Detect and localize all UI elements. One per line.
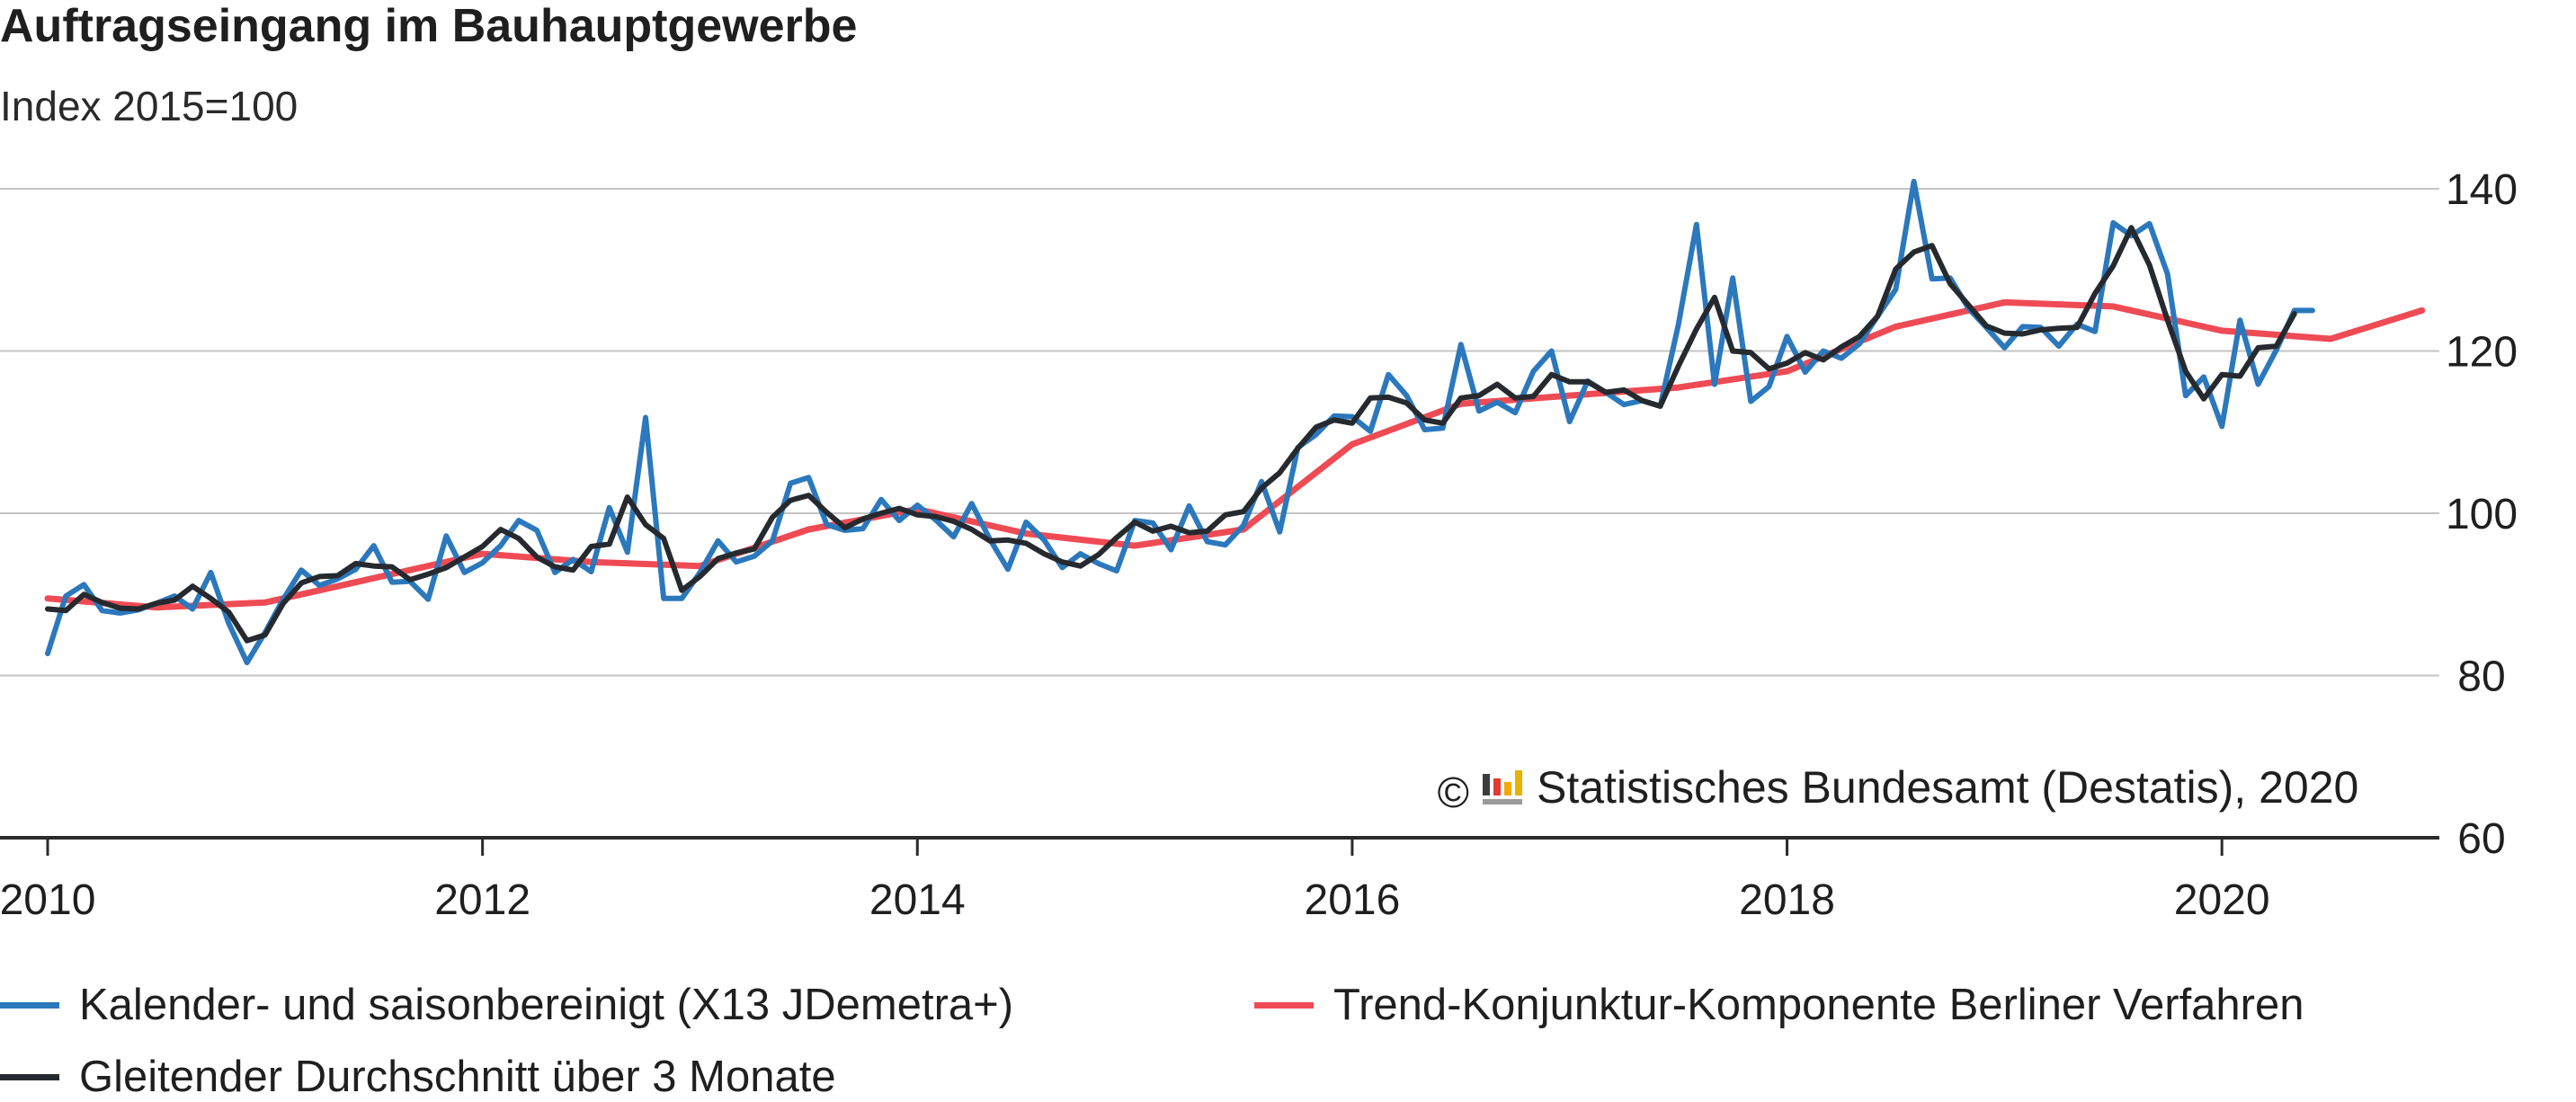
series-line-kalender-saisonbereinigt [45,178,2315,666]
y-axis-tick-labels: 60 80 100 120 140 [2446,166,2518,863]
destatis-logo-icon [1483,770,1522,804]
y-tick-label: 100 [2446,491,2518,538]
x-tick-label: 2010 [0,876,95,924]
legend-swatch [1254,1001,1314,1009]
series-line-gleitender-durchschnitt [45,225,2297,644]
chart-title: Auftragseingang im Bauhauptgewerbe [0,0,858,52]
x-tick-label: 2014 [869,876,966,924]
x-tick-label: 2018 [1739,876,1835,924]
x-axis: 2010 2012 2014 2016 2018 2020 [0,836,2439,924]
legend-label: Gleitender Durchschnitt über 3 Monate [79,1053,836,1101]
chart-legend: Kalender- und saisonbereinigt (X13 JDeme… [0,980,2576,1102]
x-tick-label: 2020 [2174,876,2270,924]
legend-label: Trend-Konjunktur-Komponente Berliner Ver… [1333,981,2304,1029]
x-tick-label: 2012 [434,876,530,924]
line-chart: 60 80 100 120 140 2010 2012 2014 2016 2018 2020 ©… [0,166,2518,924]
legend-label: Kalender- und saisonbereinigt (X13 JDeme… [79,981,1014,1029]
y-tick-label: 80 [2457,653,2505,701]
legend-item-series-2: Trend-Konjunktur-Komponente Berliner Ver… [1254,980,2304,1030]
copyright-notice: © Statistisches Bundesamt (Destatis), 20… [1438,762,2359,817]
series-line-trend-konjunktur [44,298,2426,611]
series-lines [44,178,2426,666]
y-tick-label: 120 [2446,329,2518,377]
x-tick-label: 2016 [1305,876,1401,924]
legend-swatch [0,1073,59,1080]
gridlines [0,188,2439,677]
y-tick-label: 60 [2457,815,2505,863]
y-tick-label: 140 [2446,166,2518,214]
legend-item-series-1: Kalender- und saisonbereinigt (X13 JDeme… [0,980,1013,1030]
copyright-text: Statistisches Bundesamt (Destatis), 2020 [1537,762,2358,813]
chart-subtitle: Index 2015=100 [0,83,299,129]
copyright-symbol: © [1438,769,1469,817]
legend-item-series-3: Gleitender Durchschnitt über 3 Monate [0,1052,836,1102]
legend-swatch [0,1001,59,1009]
